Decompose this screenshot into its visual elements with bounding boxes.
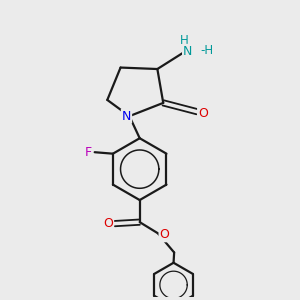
- Text: O: O: [160, 228, 170, 241]
- Text: F: F: [85, 146, 92, 159]
- Text: O: O: [103, 217, 113, 230]
- Text: H: H: [179, 34, 188, 47]
- Text: N: N: [183, 45, 192, 58]
- Text: N: N: [122, 110, 131, 123]
- Text: -H: -H: [201, 44, 214, 57]
- Text: O: O: [198, 107, 208, 120]
